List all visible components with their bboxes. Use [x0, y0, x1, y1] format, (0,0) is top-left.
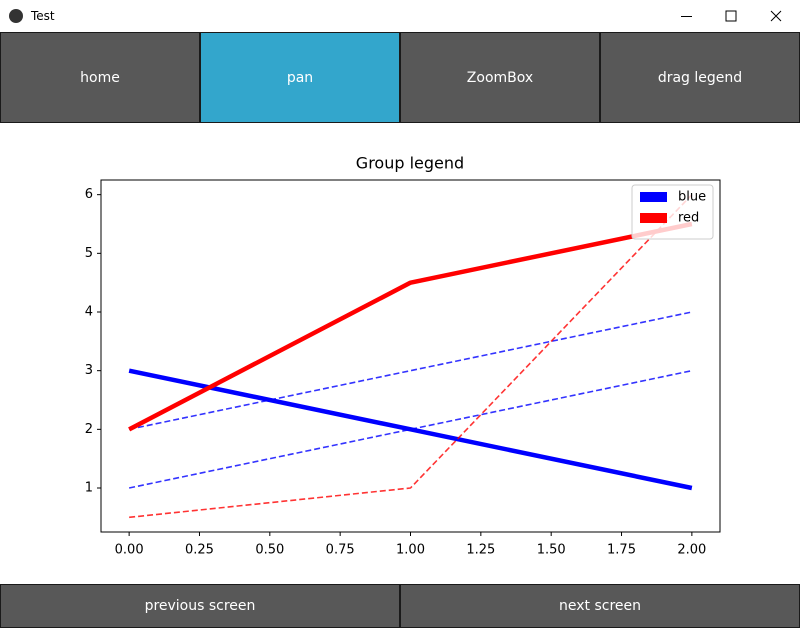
- legend-swatch: [640, 192, 667, 202]
- series-line: [128, 368, 693, 491]
- plot-frame: [100, 179, 721, 533]
- button[interactable]: previous screen: [0, 584, 400, 628]
- x-tick-label: 0.00: [115, 543, 144, 558]
- title-bar: Test: [0, 0, 800, 32]
- x-tick-label: 1.75: [607, 543, 636, 558]
- x-tick-label: 0.50: [255, 543, 284, 558]
- series-line: [128, 369, 693, 489]
- button[interactable]: pan: [200, 32, 400, 123]
- button[interactable]: ZoomBox: [400, 32, 600, 123]
- button[interactable]: next screen: [400, 584, 800, 628]
- y-tick-label: 1: [85, 481, 93, 496]
- button[interactable]: home: [0, 32, 200, 123]
- y-tick-label: 6: [85, 187, 93, 202]
- x-tick-label: 0.75: [326, 543, 355, 558]
- chart: Group legend 0.00 0.25 0.50 0.75 1.00 1.25 1.5…: [85, 154, 721, 558]
- series-line: [128, 311, 693, 431]
- app-icon: [9, 9, 23, 23]
- y-tick-label: 5: [85, 246, 93, 261]
- legend-label: red: [678, 211, 699, 226]
- y-tick-label: 4: [85, 305, 93, 320]
- series-line: [129, 194, 693, 519]
- x-tick-label: 0.25: [185, 543, 214, 558]
- x-tick-label: 2.00: [677, 543, 706, 558]
- window-title: Test: [31, 9, 55, 23]
- y-tick-label: 2: [85, 422, 93, 437]
- series-line: [128, 221, 693, 432]
- x-tick-label: 1.00: [396, 543, 425, 558]
- legend-label: blue: [678, 190, 706, 205]
- chart-title: Group legend: [356, 154, 464, 173]
- x-tick-label: 1.50: [537, 543, 566, 558]
- title-bar-icons: [9, 9, 782, 23]
- button[interactable]: drag legend: [600, 32, 800, 123]
- maximize-button[interactable]: [725, 10, 737, 22]
- x-tick-label: 1.25: [466, 543, 495, 558]
- legend-swatch: [640, 213, 667, 223]
- y-tick-label: 3: [85, 363, 93, 378]
- close-button[interactable]: [770, 10, 782, 22]
